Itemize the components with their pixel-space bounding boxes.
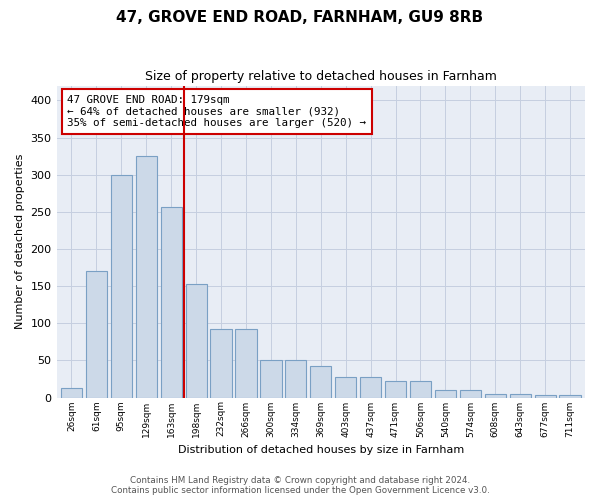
Bar bbox=[559, 396, 581, 398]
Bar bbox=[360, 376, 381, 398]
Bar bbox=[86, 271, 107, 398]
Bar bbox=[111, 174, 132, 398]
Text: 47, GROVE END ROAD, FARNHAM, GU9 8RB: 47, GROVE END ROAD, FARNHAM, GU9 8RB bbox=[116, 10, 484, 25]
Bar bbox=[235, 329, 257, 398]
Bar bbox=[161, 206, 182, 398]
Bar bbox=[136, 156, 157, 398]
Bar bbox=[260, 360, 281, 398]
Title: Size of property relative to detached houses in Farnham: Size of property relative to detached ho… bbox=[145, 70, 497, 83]
Bar bbox=[211, 329, 232, 398]
Bar bbox=[485, 394, 506, 398]
Bar bbox=[435, 390, 456, 398]
Bar bbox=[385, 381, 406, 398]
Text: Contains HM Land Registry data © Crown copyright and database right 2024.
Contai: Contains HM Land Registry data © Crown c… bbox=[110, 476, 490, 495]
Bar bbox=[535, 396, 556, 398]
Bar bbox=[285, 360, 307, 398]
Bar bbox=[509, 394, 531, 398]
X-axis label: Distribution of detached houses by size in Farnham: Distribution of detached houses by size … bbox=[178, 445, 464, 455]
Bar bbox=[410, 381, 431, 398]
Bar bbox=[185, 284, 207, 398]
Text: 47 GROVE END ROAD: 179sqm
← 64% of detached houses are smaller (932)
35% of semi: 47 GROVE END ROAD: 179sqm ← 64% of detac… bbox=[67, 95, 366, 128]
Bar bbox=[310, 366, 331, 398]
Bar bbox=[460, 390, 481, 398]
Bar bbox=[61, 388, 82, 398]
Bar bbox=[335, 376, 356, 398]
Y-axis label: Number of detached properties: Number of detached properties bbox=[15, 154, 25, 329]
